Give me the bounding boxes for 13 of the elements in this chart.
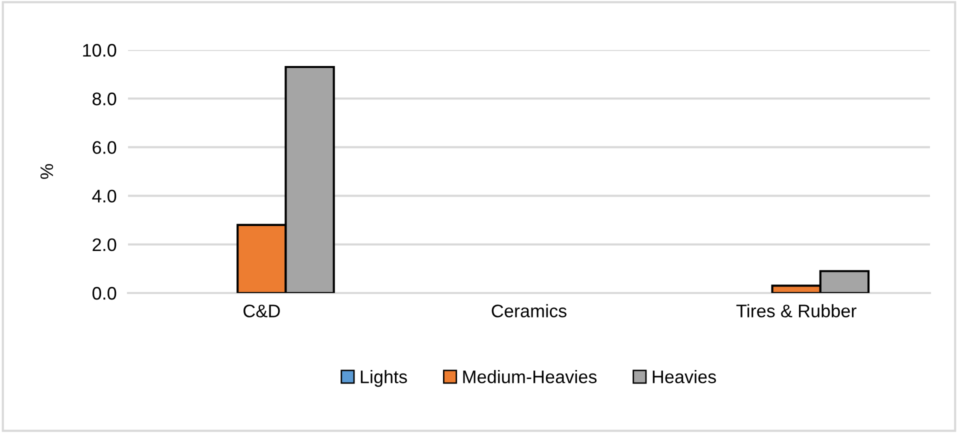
x-tick-label: Tires & Rubber	[736, 304, 856, 318]
legend-label: Lights	[360, 370, 407, 387]
y-tick-label: 0.0	[92, 286, 116, 300]
legend-label: Medium-Heavies	[463, 370, 597, 384]
legend-label: Heavies	[652, 370, 716, 384]
y-axis-title: %	[40, 164, 54, 179]
y-tick-label: 2.0	[92, 238, 116, 252]
x-tick-label: C&D	[244, 304, 280, 318]
y-tick-label: 8.0	[92, 92, 116, 106]
y-tick-label: 10.0	[83, 44, 116, 57]
y-tick-label: 6.0	[92, 141, 116, 154]
y-tick-label: 4.0	[92, 190, 116, 203]
x-tick-label: Ceramics	[492, 304, 566, 318]
